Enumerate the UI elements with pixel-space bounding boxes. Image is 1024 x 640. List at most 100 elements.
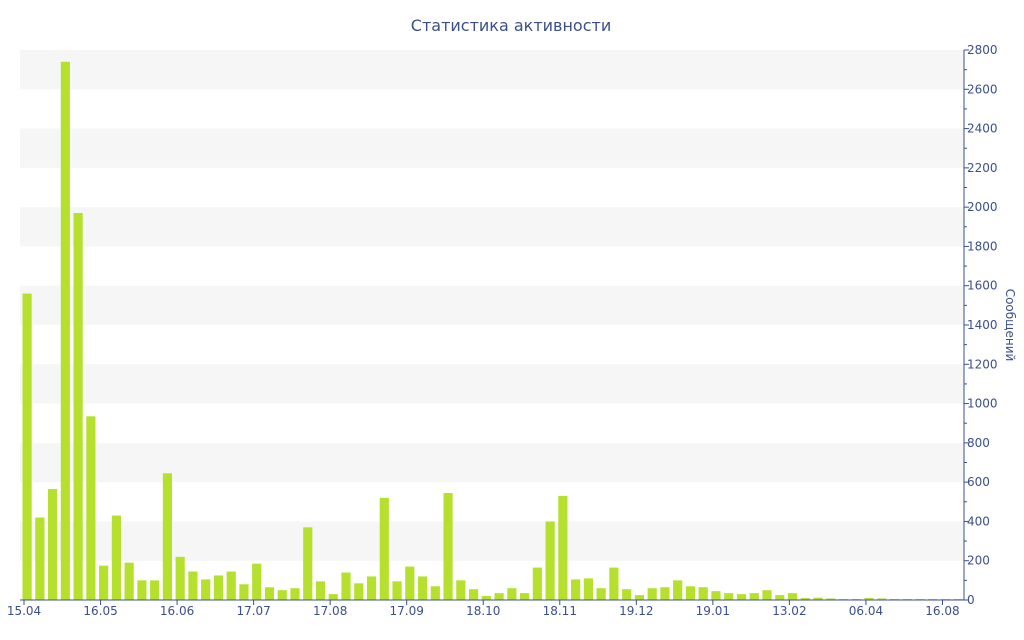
bar[interactable] [315, 581, 326, 600]
x-tick-label: 16.08 [925, 604, 959, 618]
x-tick-label: 17.07 [236, 604, 270, 618]
bar[interactable] [290, 588, 300, 600]
bar[interactable] [443, 492, 453, 600]
bar[interactable] [775, 595, 785, 600]
grid-band [20, 207, 964, 247]
y-tick-label: 2400 [967, 122, 998, 136]
bar[interactable] [48, 489, 58, 600]
y-tick-label: 2600 [967, 82, 998, 96]
bar[interactable] [150, 580, 160, 600]
bar[interactable] [685, 586, 696, 600]
bar[interactable] [111, 515, 121, 600]
y-tick-label: 2200 [967, 161, 998, 175]
bar[interactable] [405, 566, 415, 600]
x-tick-label: 18.11 [543, 604, 577, 618]
bar[interactable] [201, 579, 211, 601]
y-tick-label: 400 [967, 514, 990, 528]
y-tick-label: 1000 [967, 397, 998, 411]
y-tick-label: 0 [967, 593, 975, 607]
bar[interactable] [175, 556, 185, 600]
y-axis-ticks: 0 200 400 600 800 1000 1200 1400 1600 1800 2000 220… [964, 43, 998, 607]
bar[interactable] [264, 587, 275, 600]
bar[interactable] [226, 571, 236, 600]
bar[interactable] [430, 586, 440, 600]
bar[interactable] [647, 588, 657, 600]
x-tick-label: 17.09 [390, 604, 424, 618]
bar[interactable] [787, 593, 798, 601]
bar[interactable] [60, 61, 70, 601]
bar[interactable] [609, 567, 619, 600]
bar[interactable] [86, 416, 96, 600]
y-tick-label: 2800 [967, 43, 998, 57]
grid-band [20, 50, 964, 90]
bar[interactable] [673, 580, 683, 600]
bar[interactable] [22, 293, 32, 600]
bar[interactable] [660, 587, 670, 600]
bar[interactable] [328, 594, 338, 600]
x-tick-label: 15.04 [7, 604, 41, 618]
bar[interactable] [596, 588, 606, 600]
bar[interactable] [571, 579, 581, 601]
bar[interactable] [545, 521, 555, 600]
bar[interactable] [558, 495, 568, 600]
bar[interactable] [137, 580, 147, 600]
bar[interactable] [456, 580, 466, 600]
y-tick-label: 1800 [967, 239, 998, 253]
bar[interactable] [392, 581, 402, 600]
bar[interactable] [736, 594, 747, 600]
bar[interactable] [622, 589, 632, 600]
bar[interactable] [303, 527, 313, 600]
bar[interactable] [354, 583, 364, 600]
y-tick-label: 1200 [967, 357, 998, 371]
grid-band [20, 521, 964, 561]
bar[interactable] [634, 595, 644, 600]
bar[interactable] [341, 572, 351, 601]
bar[interactable] [826, 598, 836, 600]
y-tick-label: 600 [967, 475, 990, 489]
x-tick-label: 06.04 [849, 604, 883, 618]
x-tick-label: 16.05 [83, 604, 117, 618]
x-tick-label: 16.06 [160, 604, 194, 618]
bar[interactable] [379, 497, 389, 600]
bar[interactable] [188, 571, 198, 600]
bar[interactable] [494, 593, 504, 601]
bar[interactable] [507, 588, 517, 600]
bar[interactable] [162, 473, 172, 600]
grid-bands [20, 50, 964, 561]
bar[interactable] [99, 565, 109, 601]
bar[interactable] [468, 589, 479, 600]
bar[interactable] [481, 596, 491, 600]
x-tick-label: 13.02 [772, 604, 806, 618]
bar[interactable] [813, 597, 823, 600]
bar[interactable] [762, 590, 772, 600]
bar[interactable] [749, 593, 759, 601]
x-tick-label: 17.08 [313, 604, 347, 618]
grid-band [20, 442, 964, 483]
bar[interactable] [252, 563, 262, 600]
bar[interactable] [124, 562, 134, 600]
bar[interactable] [213, 575, 224, 600]
y-tick-label: 1400 [967, 318, 998, 332]
x-axis-ticks: 15.04 16.05 16.06 17.07 17.08 17.09 18.10 18.11… [7, 600, 960, 618]
bar[interactable] [73, 213, 83, 601]
y-tick-label: 200 [967, 554, 990, 568]
bar[interactable] [277, 590, 287, 600]
y-tick-label: 1600 [967, 279, 998, 293]
bar[interactable] [239, 584, 249, 600]
bar[interactable] [877, 598, 887, 600]
grid-band [20, 285, 964, 325]
chart-title: Статистика активности [411, 16, 611, 35]
bar[interactable] [698, 587, 708, 600]
bar[interactable] [724, 593, 734, 601]
bar[interactable] [711, 591, 721, 600]
bar[interactable] [520, 593, 530, 601]
bar[interactable] [532, 567, 542, 600]
bar[interactable] [583, 578, 593, 600]
bar[interactable] [35, 517, 45, 601]
bar[interactable] [417, 576, 428, 600]
bar[interactable] [366, 576, 377, 600]
bar[interactable] [800, 598, 810, 600]
bar[interactable] [864, 598, 874, 600]
